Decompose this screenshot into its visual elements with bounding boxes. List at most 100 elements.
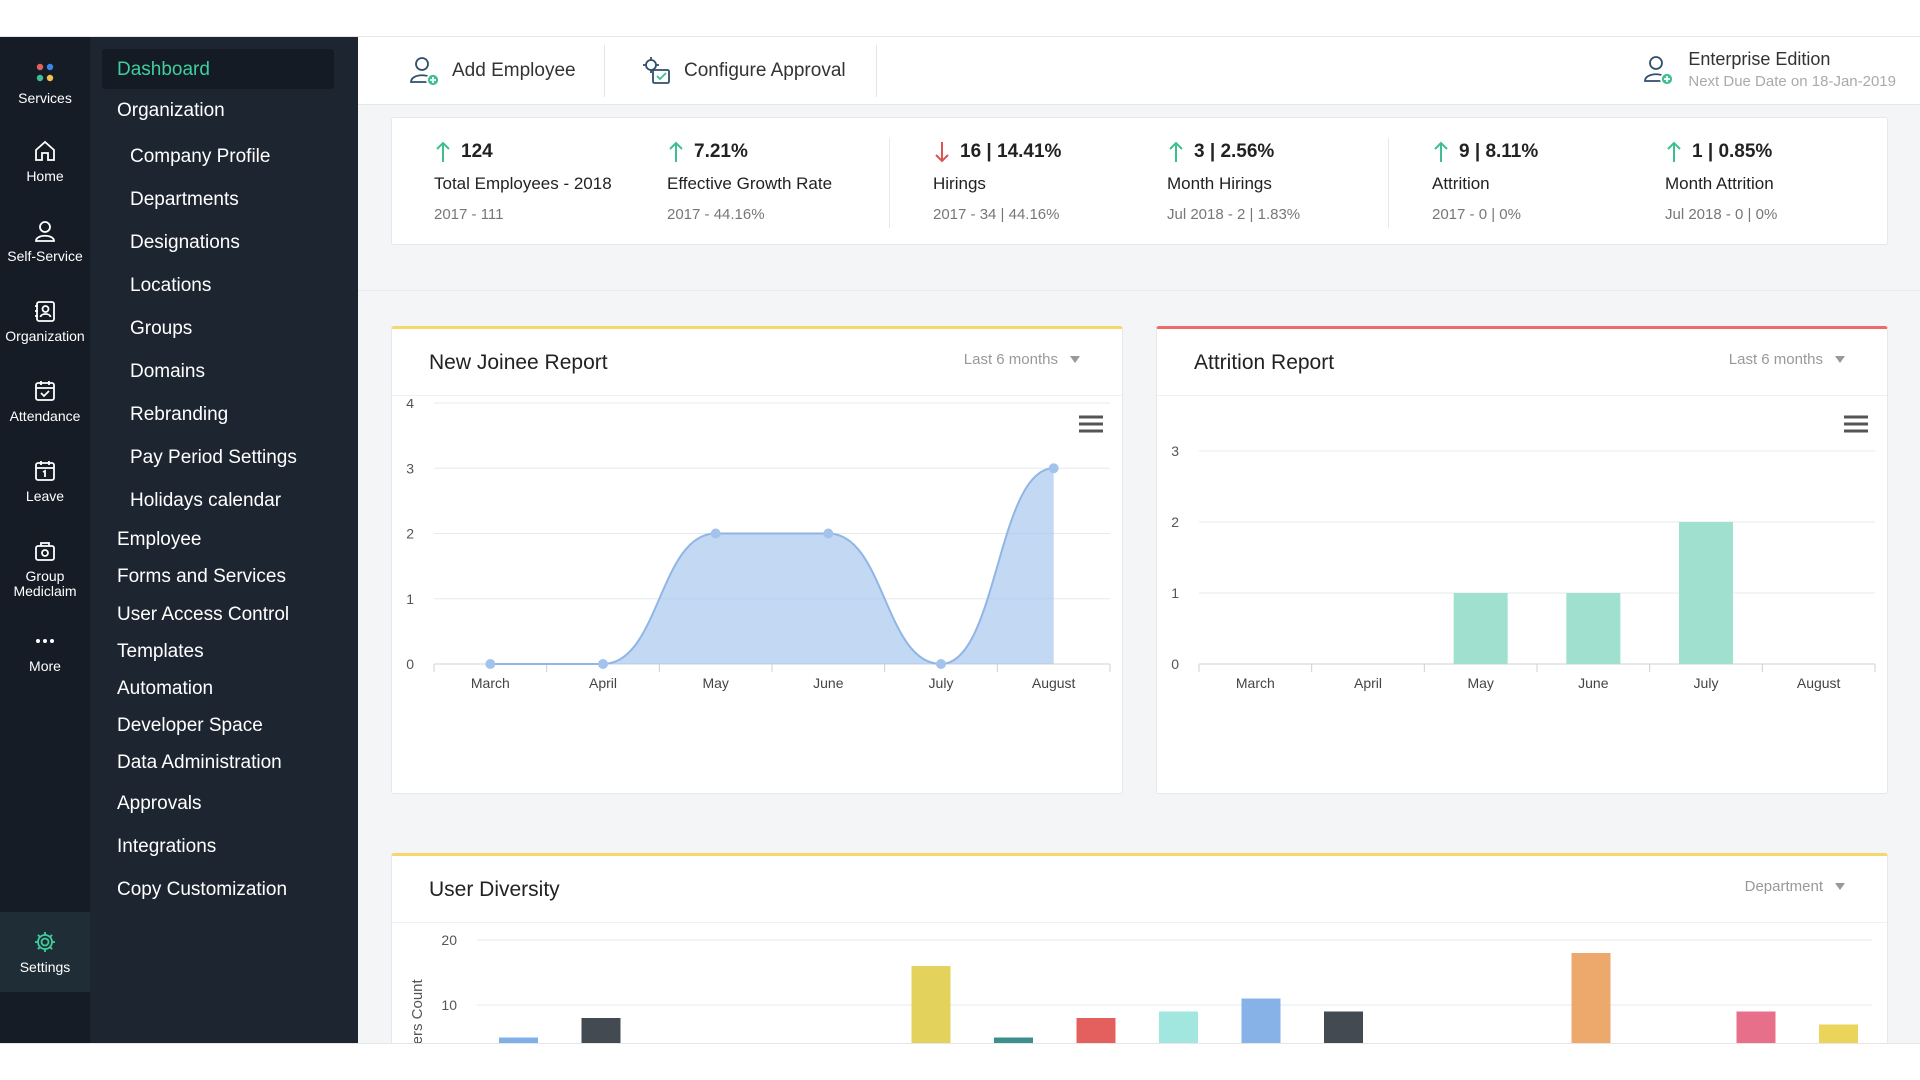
bar[interactable]	[1453, 593, 1508, 664]
stat-comparison: 2017 - 111	[434, 206, 504, 223]
card-header-divider	[1157, 395, 1887, 396]
x-tick-label: March	[1236, 675, 1275, 691]
sidebar-item-automation[interactable]: Automation	[117, 678, 214, 699]
card-title: Attrition Report	[1194, 351, 1335, 374]
stat-item: 9 | 8.11% Attrition 2017 - 0 | 0%	[1432, 140, 1538, 223]
data-point[interactable]	[1048, 463, 1059, 474]
new-joinee-filter-dropdown[interactable]: Last 6 months	[964, 351, 1080, 368]
stat-value: 3 | 2.56%	[1194, 141, 1275, 162]
toolbar-divider	[604, 45, 605, 97]
sidebar-item-holidays-calendar[interactable]: Holidays calendar	[130, 490, 282, 511]
stat-value-row: 16 | 14.41%	[933, 140, 1061, 164]
x-tick-label: August	[1797, 675, 1841, 691]
gear-icon	[35, 932, 55, 952]
rail-item-organization[interactable]: Organization	[0, 285, 90, 357]
stat-comparison: 2017 - 34 | 44.16%	[933, 206, 1060, 223]
x-tick-label: May	[702, 675, 728, 691]
stat-value: 9 | 8.11%	[1459, 141, 1539, 162]
sidebar-item-developer-space[interactable]: Developer Space	[117, 715, 263, 736]
sidebar-item-templates[interactable]: Templates	[117, 641, 204, 662]
y-tick-label: 20	[441, 932, 457, 948]
data-point[interactable]	[485, 659, 496, 669]
stat-item: 7.21% Effective Growth Rate 2017 - 44.16%	[667, 140, 832, 223]
sidebar-item-data-administration[interactable]: Data Administration	[117, 752, 282, 773]
window-bottom-bar	[0, 1043, 1920, 1080]
stat-item: 1 | 0.85% Month Attrition Jul 2018 - 0 | 0…	[1665, 140, 1777, 223]
rail-item-attendance[interactable]: Attendance	[0, 365, 90, 437]
stat-comparison: 2017 - 44.16%	[667, 206, 765, 223]
data-point[interactable]	[936, 659, 946, 669]
sidebar-item-designations[interactable]: Designations	[130, 232, 240, 253]
rail-item-label: More	[29, 658, 61, 674]
configure-approval-label: Configure Approval	[684, 60, 846, 81]
card-title: New Joinee Report	[429, 351, 608, 374]
chart-menu-icon[interactable]	[1079, 415, 1103, 433]
stats-divider	[1388, 138, 1389, 228]
sidebar-item-forms-and-services[interactable]: Forms and Services	[117, 566, 286, 587]
card-title: User Diversity	[429, 878, 560, 901]
rail-item-more[interactable]: More	[0, 615, 90, 687]
data-point[interactable]	[823, 528, 834, 539]
home-icon	[35, 140, 55, 161]
user-diversity-bar-chart: 10 20 Users Count	[409, 932, 1872, 1056]
bar[interactable]	[1566, 593, 1621, 664]
rail-item-home[interactable]: Home	[0, 125, 90, 197]
card-header-divider	[392, 395, 1122, 396]
data-point[interactable]	[710, 528, 721, 539]
sidebar-item-dashboard[interactable]: Dashboard	[117, 59, 210, 80]
configure-approval-icon	[643, 57, 670, 84]
sidebar-item-pay-period-settings[interactable]: Pay Period Settings	[130, 447, 297, 468]
sidebar-item-integrations[interactable]: Integrations	[117, 836, 217, 857]
edition-info[interactable]: Enterprise Edition Next Due Date on 18-J…	[1640, 49, 1896, 90]
sidebar-item-company-profile[interactable]: Company Profile	[130, 146, 271, 167]
add-employee-icon	[410, 57, 440, 87]
rail-item-settings[interactable]: Settings	[0, 912, 90, 992]
filter-value: Last 6 months	[1728, 351, 1823, 368]
configure-approval-button[interactable]: Configure Approval	[638, 37, 846, 105]
filter-value: Last 6 months	[963, 351, 1058, 368]
trend-up-arrow-icon	[1434, 141, 1448, 162]
sidebar-item-organization[interactable]: Organization	[117, 100, 225, 121]
more-dots-icon	[36, 639, 54, 643]
bar[interactable]	[1571, 953, 1611, 1056]
medical-bag-icon	[35, 541, 55, 561]
chart-menu-icon[interactable]	[1844, 415, 1868, 433]
rail-item-services[interactable]: Services	[0, 47, 90, 119]
caret-down-icon	[1835, 355, 1845, 363]
sidebar-item-approvals[interactable]: Approvals	[117, 793, 202, 814]
rail-item-group-mediclaim[interactable]: Group Mediclaim	[0, 527, 90, 609]
bar[interactable]	[1679, 522, 1733, 664]
sidebar-item-domains[interactable]: Domains	[130, 361, 205, 382]
data-point[interactable]	[598, 659, 608, 669]
stat-label: Attrition	[1432, 174, 1490, 193]
sidebar-item-copy-customization[interactable]: Copy Customization	[117, 879, 288, 900]
rail-item-label: Leave	[25, 488, 65, 504]
attrition-report-card: Attrition Report Last 6 months 0 1 2 3 March…	[1156, 326, 1888, 794]
sidebar-item-locations[interactable]: Locations	[130, 275, 212, 296]
area-fill	[490, 468, 1054, 664]
person-icon	[35, 221, 55, 242]
y-tick-label: 1	[1171, 585, 1179, 601]
caret-down-icon	[1070, 355, 1080, 363]
stat-item: 124 Total Employees - 2018 2017 - 111	[434, 140, 612, 223]
y-tick-label: 2	[1171, 514, 1179, 530]
sidebar-item-user-access-control[interactable]: User Access Control	[117, 604, 290, 625]
stat-value-row: 9 | 8.11%	[1432, 140, 1538, 164]
add-employee-button[interactable]: Add Employee	[406, 37, 576, 105]
sidebar-active-highlight	[102, 49, 334, 89]
y-tick-label: 10	[441, 997, 457, 1013]
rail-item-leave[interactable]: Leave	[0, 445, 90, 517]
stat-value: 16 | 14.41%	[960, 141, 1062, 162]
rail-item-self-service[interactable]: Self-Service	[0, 205, 90, 277]
rail-item-label: Services	[18, 90, 72, 106]
rail-item-label: Home	[26, 168, 64, 184]
sidebar-item-employee[interactable]: Employee	[117, 529, 202, 550]
diversity-filter-dropdown[interactable]: Department	[1745, 878, 1845, 895]
sidebar-item-groups[interactable]: Groups	[130, 318, 193, 339]
stat-value-row: 124	[434, 140, 612, 164]
y-axis-label: Users Count	[409, 978, 426, 1056]
attrition-filter-dropdown[interactable]: Last 6 months	[1729, 351, 1845, 368]
bar[interactable]	[911, 966, 951, 1056]
sidebar-item-rebranding[interactable]: Rebranding	[130, 404, 229, 425]
sidebar-item-departments[interactable]: Departments	[130, 189, 239, 210]
